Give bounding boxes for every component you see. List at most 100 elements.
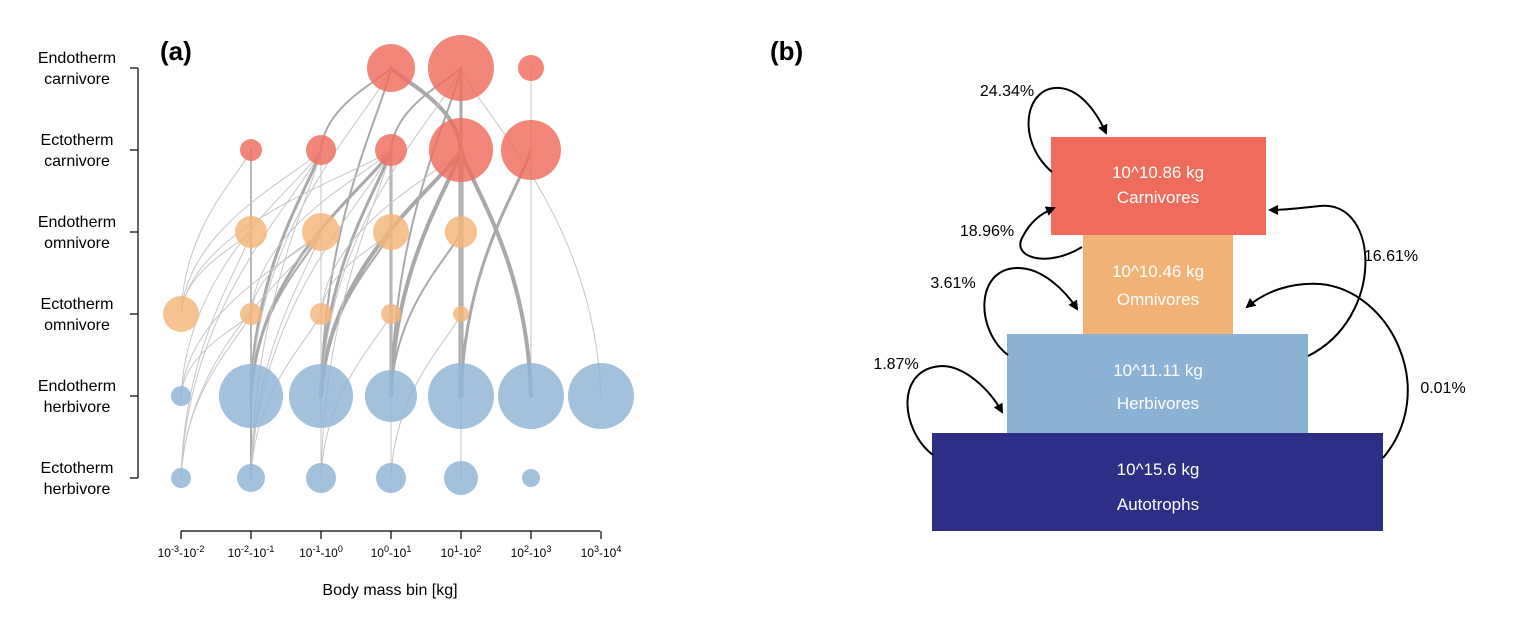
y-label-ectotherm-herbivore: Ectotherm herbivore [41, 460, 114, 498]
y-label-line2: omnivore [44, 235, 110, 252]
trophic-link [250, 231, 322, 479]
node-bubble [240, 303, 262, 325]
arrow-omni-carn [1019, 206, 1083, 260]
x-tick-label: 100-101 [371, 544, 412, 560]
node-bubble [163, 296, 199, 332]
node-bubble [522, 469, 540, 487]
node-bubble [376, 463, 406, 493]
carnivores-name: Carnivores [1117, 188, 1199, 207]
trophic-link [180, 149, 392, 315]
trophic-link [320, 313, 392, 479]
y-label-line2: omnivore [44, 317, 110, 334]
panel-a-label: (a) [160, 36, 192, 66]
y-label-line2: carnivore [44, 153, 110, 170]
arrow-herb-carn [1268, 204, 1367, 357]
x-tick-label: 10-1-100 [299, 544, 343, 560]
y-label-line2: carnivore [44, 71, 110, 88]
trophic-link [249, 148, 323, 398]
node-bubble [310, 303, 332, 325]
autotrophs-name: Autotrophs [1117, 495, 1199, 514]
y-label-line1: Ectotherm [41, 132, 114, 149]
node-bubble [219, 364, 283, 428]
carnivores-mass: 10^10.86 kg [1112, 163, 1204, 182]
node-bubble [306, 135, 336, 165]
y-label-line2: herbivore [44, 399, 111, 416]
y-label-line1: Ectotherm [41, 296, 114, 313]
node-bubble [445, 216, 477, 248]
herbivores-block [1007, 334, 1308, 433]
panel-b-pyramid: (b) 10^10.86 kg Carnivores 10^10.46 kg O… [770, 36, 1466, 531]
node-bubble [237, 464, 265, 492]
y-label-endotherm-omnivore: Endotherm omnivore [38, 214, 116, 252]
x-tick-label: 10-3-10-2 [158, 544, 205, 560]
y-label-ectotherm-omnivore: Ectotherm omnivore [41, 296, 114, 334]
node-bubble [453, 306, 469, 322]
y-label-line1: Endotherm [38, 214, 116, 231]
flow-label-herb-carn: 16.61% [1364, 248, 1418, 265]
x-tick-label: 101-102 [441, 544, 482, 560]
y-label-endotherm-carnivore: Endotherm carnivore [38, 50, 116, 88]
node-bubble [428, 363, 494, 429]
node-bubble [171, 468, 191, 488]
x-axis-title: Body mass bin [kg] [322, 582, 457, 599]
omnivores-name: Omnivores [1117, 290, 1199, 309]
node-bubble [429, 118, 493, 182]
node-bubble [428, 35, 494, 101]
trophic-link [459, 148, 533, 398]
panel-a-network: (a) Endotherm carnivore Ectotherm carni [38, 35, 634, 599]
flow-label-omni-carn: 18.96% [960, 223, 1014, 240]
herbivores-name: Herbivores [1117, 394, 1199, 413]
y-label-endotherm-herbivore: Endotherm herbivore [38, 378, 116, 416]
x-ticks: 10-3-10-2 10-2-10-1 10-1-100 100-101 101-102… [158, 531, 622, 560]
x-tick-label: 10-2-10-1 [228, 544, 275, 560]
trophic-link [250, 67, 392, 397]
autotrophs-mass: 10^15.6 kg [1117, 460, 1200, 479]
node-bubble [498, 363, 564, 429]
y-axis: Endotherm carnivore Ectotherm carnivore … [38, 50, 139, 498]
flow-arrows [906, 86, 1409, 459]
flow-label-herb-omni: 3.61% [930, 275, 975, 292]
arrow-auto-omni [1245, 282, 1409, 459]
flow-label-auto-herb: 1.87% [873, 356, 918, 373]
flow-label-carn-carn: 24.34% [980, 83, 1034, 100]
node-bubble [381, 304, 401, 324]
autotrophs-block [932, 433, 1383, 531]
node-bubble [568, 363, 634, 429]
node-bubble [365, 370, 417, 422]
node-bubble [367, 44, 415, 92]
node-bubble [235, 216, 267, 248]
arrow-carn-carn [1027, 86, 1108, 173]
trophic-link [180, 149, 322, 479]
x-tick-label: 103-104 [581, 544, 622, 560]
node-bubble [373, 214, 409, 250]
herbivores-mass: 10^11.11 kg [1113, 361, 1203, 380]
trophic-link [459, 148, 533, 398]
node-bubble [302, 213, 340, 251]
omnivores-mass: 10^10.46 kg [1112, 262, 1204, 281]
node-bubble [375, 134, 407, 166]
y-label-ectotherm-carnivore: Ectotherm carnivore [41, 132, 114, 170]
node-bubble [501, 120, 561, 180]
node-bubble [289, 364, 353, 428]
y-label-line1: Endotherm [38, 378, 116, 395]
carnivores-block [1051, 137, 1266, 235]
arrow-herb-omni [983, 266, 1079, 356]
trophic-link [180, 231, 252, 479]
arrow-auto-herb [906, 364, 1003, 456]
node-bubble [306, 463, 336, 493]
node-bubble [171, 386, 191, 406]
x-tick-label: 102-103 [511, 544, 552, 560]
node-bubble [444, 461, 478, 495]
trophic-link [390, 313, 462, 479]
y-label-line1: Ectotherm [41, 460, 114, 477]
flow-label-auto-omni: 0.01% [1420, 380, 1465, 397]
omnivores-block [1083, 235, 1233, 334]
node-bubble [518, 55, 544, 81]
y-label-line1: Endotherm [38, 50, 116, 67]
node-bubble [240, 139, 262, 161]
trophic-link [180, 149, 322, 315]
x-axis: 10-3-10-2 10-2-10-1 10-1-100 100-101 101-102… [158, 530, 622, 599]
panel-b-label: (b) [770, 36, 803, 66]
